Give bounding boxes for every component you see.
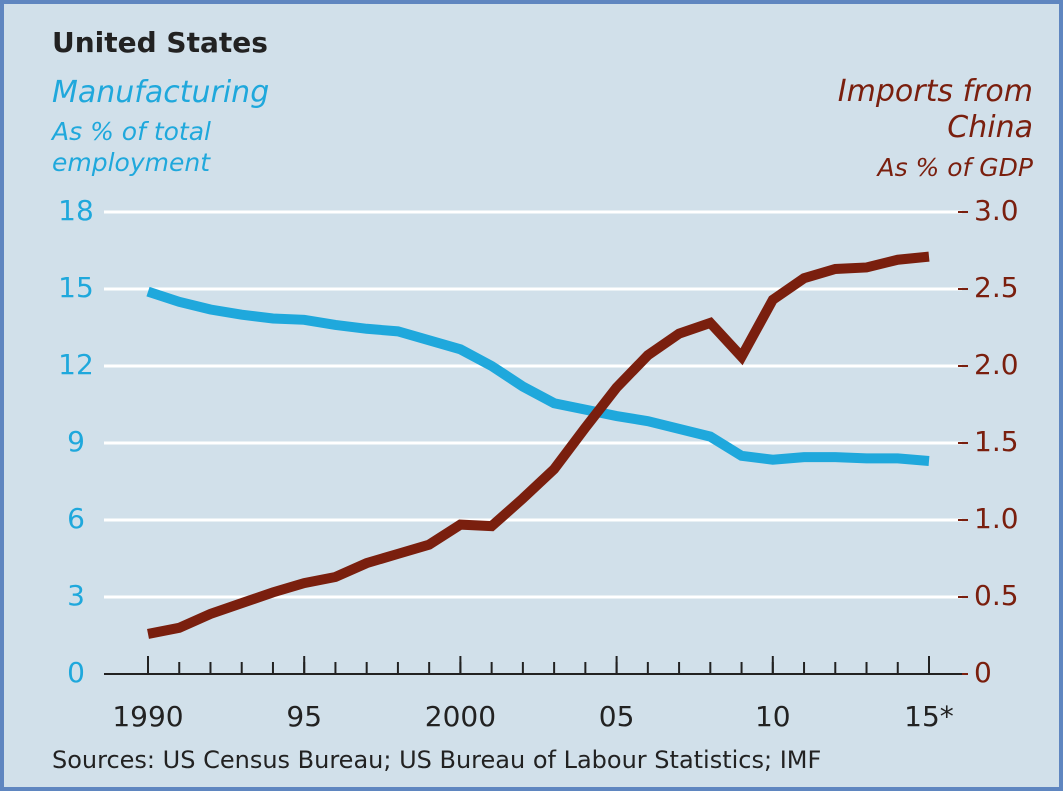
x-tick-label: 05: [599, 700, 635, 733]
x-tick-label: 10: [755, 700, 791, 733]
y2-tick-label: 1.0: [974, 502, 1019, 535]
y-tick-label: 15: [58, 271, 94, 304]
y2-tick-label: 3.0: [974, 194, 1019, 227]
y2-tick-label: 2.0: [974, 348, 1019, 381]
series-line: [146, 286, 930, 466]
series-name: Manufacturing: [52, 75, 270, 110]
x-tick-label: 95: [286, 700, 322, 733]
y2-tick-label: 0: [974, 656, 992, 689]
y2-axis-label: As % of GDP: [877, 153, 1033, 182]
y-tick-label: 6: [67, 502, 85, 535]
source: Sources: US Census Bureau; US Bureau of …: [52, 746, 821, 774]
y-tick-label: 18: [58, 194, 94, 227]
y2-tick-label: 0.5: [974, 579, 1019, 612]
x-tick-label: 1990: [112, 700, 183, 733]
y2-tick-label: 1.5: [974, 425, 1019, 458]
y-tick-label: 9: [67, 425, 85, 458]
y-tick-label: 3: [67, 579, 85, 612]
series-name: Imports from China: [837, 74, 1033, 145]
y2-tick-label: 2.5: [974, 271, 1019, 304]
y-tick-label: 0: [67, 656, 85, 689]
y-tick-label: 12: [58, 348, 94, 381]
x-tick-label: 15*: [904, 700, 954, 733]
chart-title: United States: [52, 26, 268, 59]
y-axis-label: As % of total employment: [52, 117, 211, 178]
plot: United States Sources: US Census Bureau;…: [52, 26, 1019, 774]
x-tick-label: 2000: [425, 700, 496, 733]
series-line: [147, 251, 930, 639]
